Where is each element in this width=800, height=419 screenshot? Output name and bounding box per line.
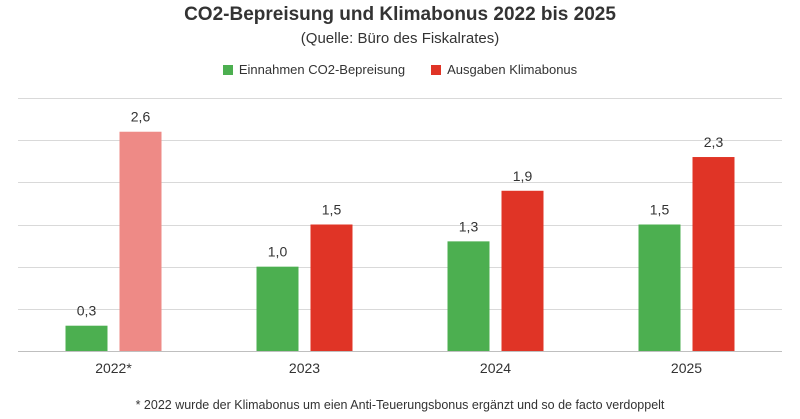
- data-label-einnahmen-0: 0,3: [77, 303, 97, 319]
- x-tick-label-2: 2024: [480, 360, 511, 376]
- legend-item-ausgaben: Ausgaben Klimabonus: [431, 62, 577, 77]
- chart-title: CO2-Bepreisung und Klimabonus 2022 bis 2…: [184, 4, 616, 25]
- bar-ausgaben-3: [692, 157, 735, 351]
- x-tick-label-1: 2023: [289, 360, 320, 376]
- legend-label-ausgaben: Ausgaben Klimabonus: [447, 62, 578, 77]
- legend-item-einnahmen: Einnahmen CO2-Bepreisung: [222, 62, 406, 77]
- bar-einnahmen-1: [256, 266, 299, 351]
- data-label-einnahmen-1: 1,0: [268, 244, 288, 260]
- bar-ausgaben-1: [310, 224, 353, 351]
- legend-label-einnahmen: Einnahmen CO2-Bepreisung: [238, 62, 406, 77]
- legend-swatch-einnahmen: [222, 64, 233, 75]
- bar-einnahmen-2: [447, 241, 490, 351]
- data-label-ausgaben-0: 2,6: [131, 109, 151, 125]
- bar-einnahmen-3: [638, 224, 681, 351]
- chart-footnote: * 2022 wurde der Klimabonus um eien Anti…: [135, 398, 665, 412]
- chart-subtitle: (Quelle: Büro des Fiskalrates): [300, 30, 500, 47]
- bar-ausgaben-2: [501, 190, 544, 351]
- data-label-ausgaben-2: 1,9: [513, 168, 533, 184]
- data-label-einnahmen-3: 1,5: [650, 202, 670, 218]
- data-label-ausgaben-3: 2,3: [704, 134, 724, 150]
- data-label-ausgaben-1: 1,5: [322, 202, 342, 218]
- x-tick-label-3: 2025: [671, 360, 702, 376]
- legend-swatch-ausgaben: [431, 64, 442, 75]
- x-tick-label-0: 2022*: [95, 360, 132, 376]
- bar-ausgaben-0: [119, 131, 162, 351]
- bar-einnahmen-0: [65, 325, 108, 351]
- data-label-einnahmen-2: 1,3: [459, 218, 479, 234]
- chart-legend: Einnahmen CO2-Bepreisung Ausgaben Klimab…: [0, 62, 800, 77]
